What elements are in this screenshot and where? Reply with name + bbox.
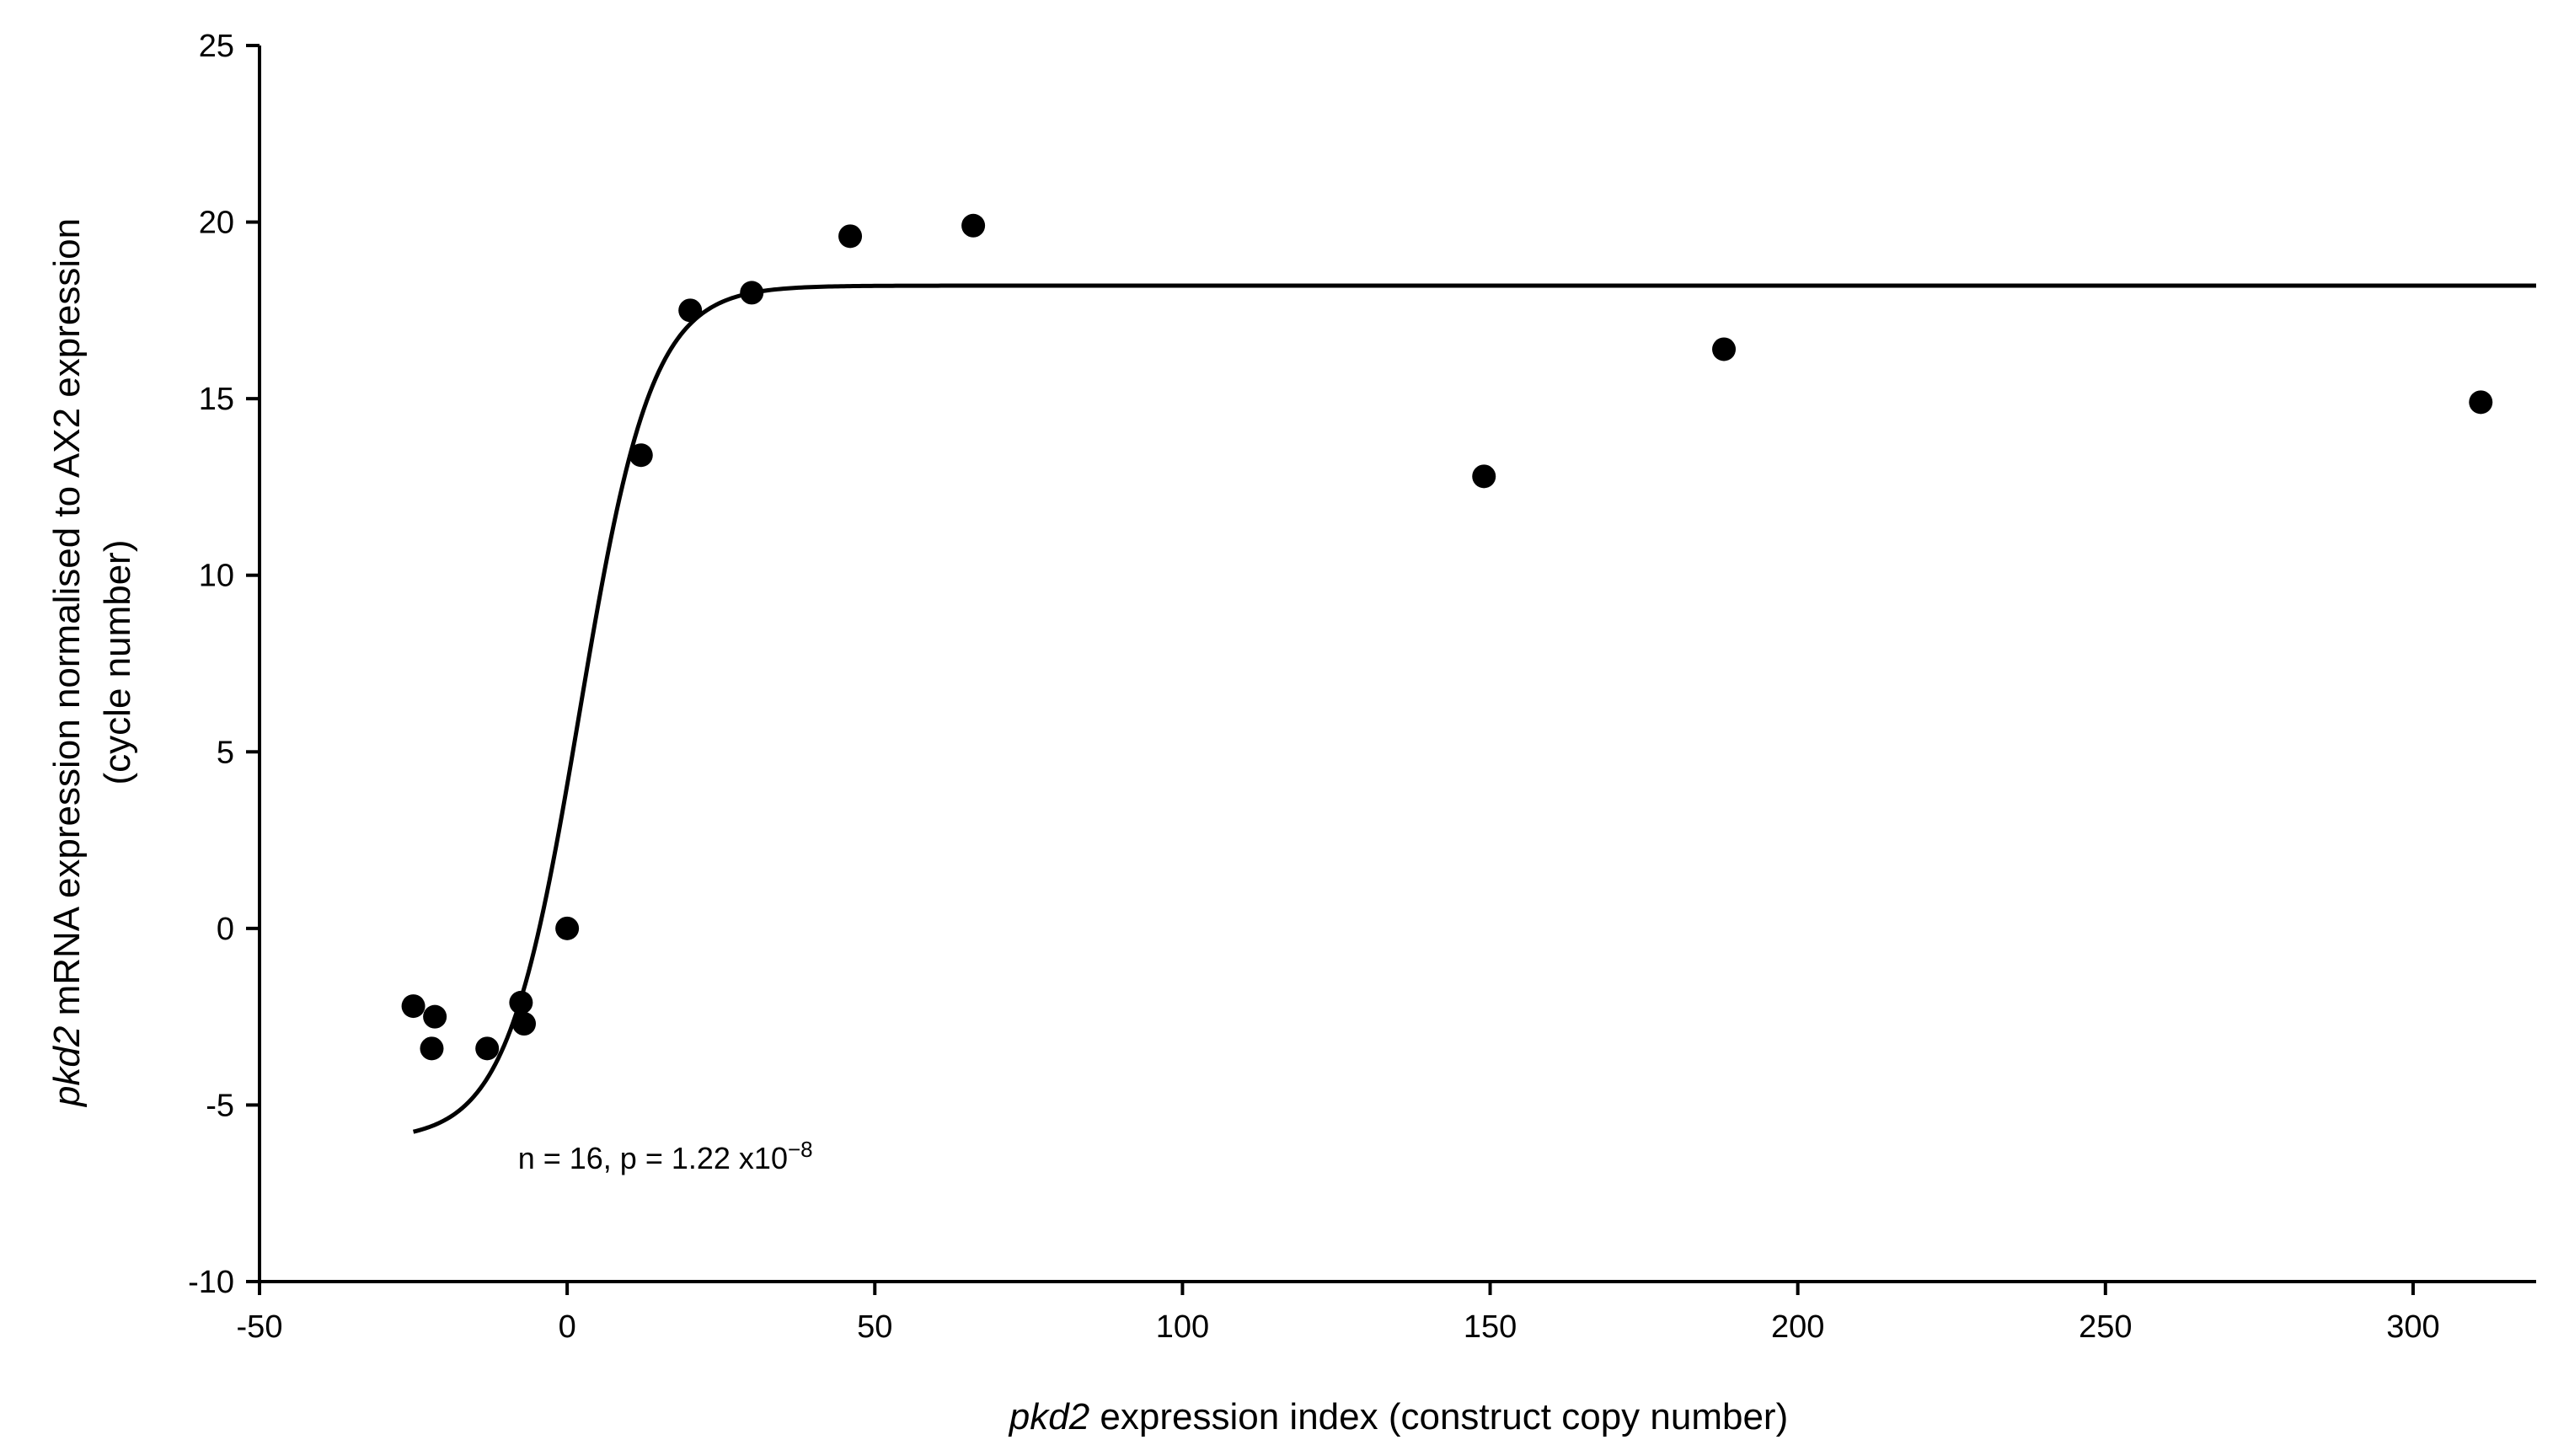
data-point — [838, 224, 863, 249]
data-point — [475, 1036, 500, 1061]
y-tick-label: 20 — [199, 206, 234, 241]
y-axis-title-line2: (cycle number) — [97, 540, 138, 785]
x-tick-label: -50 — [237, 1309, 283, 1345]
data-point — [678, 298, 703, 323]
data-point — [1712, 337, 1737, 361]
y-tick-label: 5 — [217, 735, 234, 770]
y-tick-label: 10 — [199, 559, 234, 594]
y-tick-label: 15 — [199, 382, 234, 417]
annotation: n = 16, p = 1.22 x10−8 — [518, 1137, 813, 1175]
y-tick-label: 25 — [199, 29, 234, 64]
axes — [258, 46, 2536, 1283]
data-point — [2469, 390, 2493, 415]
x-axis-title: pkd2 expression index (construct copy nu… — [1008, 1396, 1788, 1437]
data-point — [420, 1036, 444, 1061]
data-point — [401, 994, 426, 1019]
y-tick-label: 0 — [217, 912, 234, 947]
data-point — [1472, 464, 1496, 489]
y-axis-title-line1: pkd2 mRNA expression normalised to AX2 e… — [46, 218, 88, 1108]
x-tick-label: 150 — [1464, 1309, 1517, 1345]
x-tick-label: 0 — [559, 1309, 576, 1345]
x-tick-label: 50 — [857, 1309, 892, 1345]
data-point — [961, 213, 986, 238]
data-point — [423, 1004, 447, 1029]
fit-curve — [412, 283, 2536, 1134]
y-tick-label: -10 — [188, 1265, 234, 1300]
data-points — [401, 213, 2493, 1061]
x-tick-label: 250 — [2079, 1309, 2132, 1345]
x-tick-label: 100 — [1156, 1309, 1209, 1345]
data-point — [512, 1012, 537, 1036]
data-point — [629, 443, 653, 468]
tick-marks — [246, 44, 2415, 1295]
x-tick-label: 200 — [1771, 1309, 1824, 1345]
data-point — [509, 990, 533, 1014]
y-tick-label: -5 — [206, 1088, 234, 1123]
data-point — [555, 916, 580, 940]
data-point — [740, 281, 764, 305]
x-tick-label: 300 — [2386, 1309, 2439, 1345]
